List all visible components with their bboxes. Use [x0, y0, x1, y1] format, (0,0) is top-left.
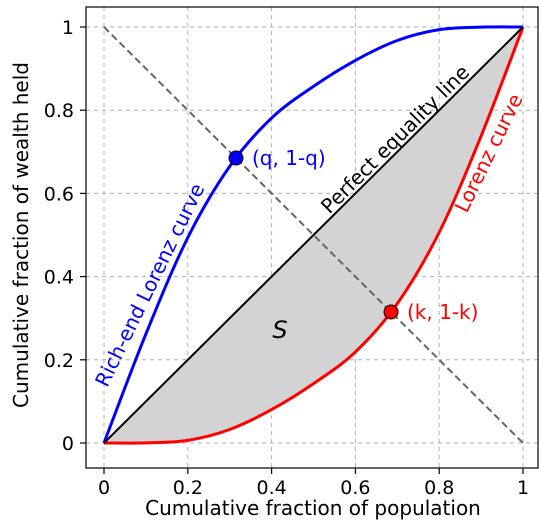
x-tick-label: 0.2 [173, 477, 203, 499]
y-tick-label: 0.6 [44, 183, 74, 205]
marked-points: (q, 1-q) (k, 1-k) [228, 146, 478, 324]
y-tick-label: 1 [62, 17, 74, 39]
x-tick-label: 0.4 [256, 477, 286, 499]
area-s-label: S [272, 316, 287, 344]
x-tick-label: 0 [98, 477, 110, 499]
series-lines [102, 25, 525, 445]
point-marker [383, 304, 399, 320]
lorenz-curve-line [103, 26, 525, 445]
y-tick-label: 0 [62, 433, 74, 455]
x-tick-label: 1 [517, 477, 529, 499]
point-label: (q, 1-q) [252, 146, 326, 170]
point-marker [228, 150, 244, 166]
x-tick-label: 0.6 [340, 477, 370, 499]
rich-end-lorenz-curve-line [102, 25, 524, 444]
y-tick-label: 0.4 [44, 267, 74, 289]
x-axis-title: Cumulative fraction of population [145, 496, 481, 520]
plot-border [85, 6, 539, 469]
y-axis-title: Cumulative fraction of wealth held [9, 62, 33, 408]
y-tick-label: 0.2 [44, 350, 74, 372]
perfect-equality-line-line [103, 26, 524, 444]
x-tick-label: 0.8 [424, 477, 454, 499]
axis-ticks: 0 0.2 0.4 0.6 0.8 1 0 0.2 0.4 0.6 0.8 1 [44, 17, 529, 499]
plot-frame [85, 6, 539, 469]
point-label: (k, 1-k) [407, 300, 478, 324]
y-tick-label: 0.8 [44, 100, 74, 122]
